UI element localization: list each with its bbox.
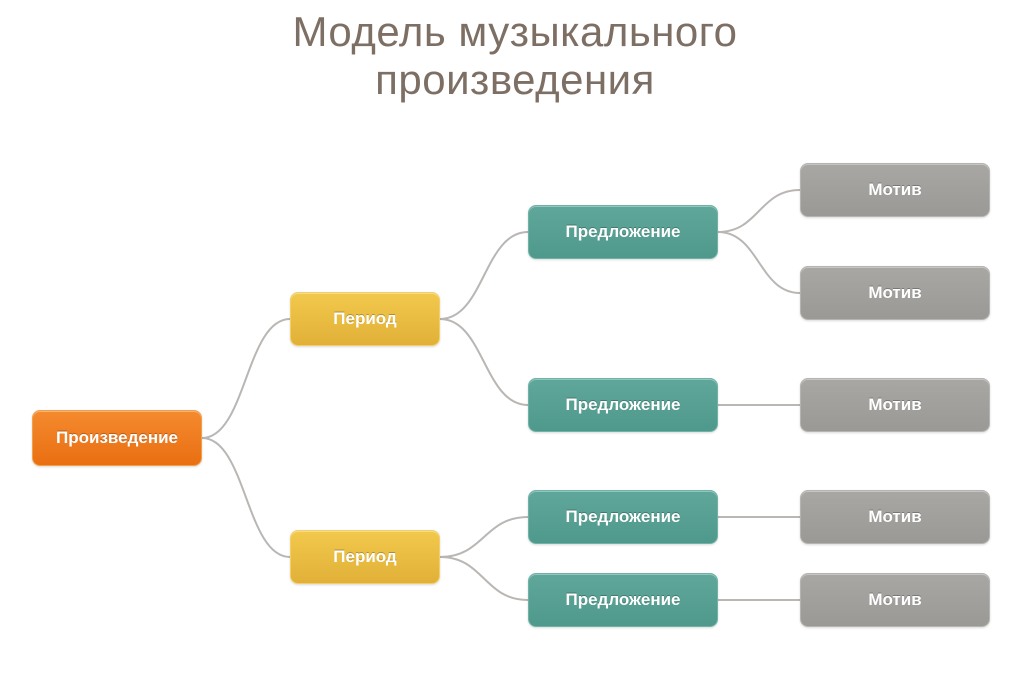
title-line-2: произведения [375, 56, 655, 103]
connector [440, 232, 528, 319]
connector [718, 232, 800, 293]
tree-node-label: Мотив [868, 507, 921, 527]
tree-node-mot5: Мотив [800, 573, 990, 627]
tree-node-pre2: Предложение [528, 378, 718, 432]
tree-node-mot3: Мотив [800, 378, 990, 432]
connector [202, 319, 290, 438]
tree-node-label: Предложение [565, 222, 680, 242]
tree-node-label: Предложение [565, 507, 680, 527]
tree-node-label: Период [333, 309, 396, 329]
connector [440, 557, 528, 600]
tree-node-pre3: Предложение [528, 490, 718, 544]
tree-node-pre1: Предложение [528, 205, 718, 259]
tree-node-label: Предложение [565, 395, 680, 415]
connector [440, 319, 528, 405]
tree-node-mot1: Мотив [800, 163, 990, 217]
tree-node-pre4: Предложение [528, 573, 718, 627]
tree-node-label: Мотив [868, 283, 921, 303]
title-line-1: Модель музыкального [292, 8, 737, 55]
tree-node-label: Произведение [56, 428, 178, 448]
connector [202, 438, 290, 557]
tree-node-mot4: Мотив [800, 490, 990, 544]
tree-node-mot2: Мотив [800, 266, 990, 320]
tree-node-per2: Период [290, 530, 440, 584]
tree-node-root: Произведение [32, 410, 202, 466]
tree-node-label: Период [333, 547, 396, 567]
tree-node-label: Мотив [868, 180, 921, 200]
connector [718, 190, 800, 232]
connector [440, 517, 528, 557]
tree-node-per1: Период [290, 292, 440, 346]
tree-node-label: Мотив [868, 395, 921, 415]
tree-node-label: Предложение [565, 590, 680, 610]
diagram-title: Модель музыкального произведения [0, 8, 1030, 105]
tree-node-label: Мотив [868, 590, 921, 610]
